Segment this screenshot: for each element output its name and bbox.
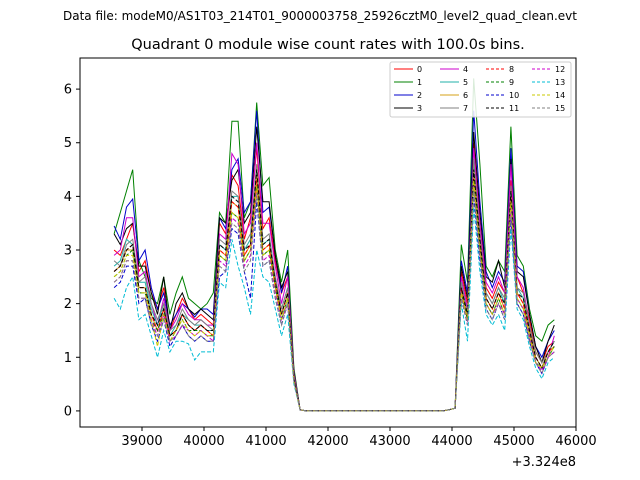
x-tick-label: 39000 [121, 434, 162, 449]
legend-label: 3 [417, 104, 422, 113]
legend-label: 2 [417, 91, 422, 100]
legend-label: 5 [463, 78, 468, 87]
legend-label: 0 [417, 65, 422, 74]
legend-label: 14 [555, 91, 565, 100]
x-axis: 39000 40000 41000 42000 43000 44000 45000 46000 [121, 427, 597, 449]
x-tick-label: 44000 [431, 434, 472, 449]
legend-label: 9 [509, 78, 514, 87]
x-tick-label: 46000 [555, 434, 596, 449]
y-axis: 0 1 2 3 4 5 6 [64, 83, 80, 419]
legend-box [389, 61, 572, 118]
legend-label: 12 [555, 65, 565, 74]
legend-label: 8 [509, 65, 514, 74]
x-tick-label: 42000 [307, 434, 348, 449]
y-tick-label: 5 [64, 136, 72, 151]
x-tick-label: 40000 [183, 434, 224, 449]
legend-label: 15 [555, 104, 565, 113]
legend-label: 6 [463, 91, 468, 100]
series-lines [113, 78, 555, 412]
y-tick-label: 4 [64, 190, 72, 205]
legend-label: 10 [509, 91, 519, 100]
x-tick-label: 45000 [493, 434, 534, 449]
legend-label: 4 [463, 65, 468, 74]
legend-label: 1 [417, 78, 422, 87]
x-tick-label: 41000 [245, 434, 286, 449]
series-line-12 [113, 185, 555, 412]
y-tick-label: 6 [64, 83, 72, 98]
legend-label: 11 [509, 104, 519, 113]
y-tick-label: 3 [64, 244, 72, 259]
legend-label: 7 [463, 104, 468, 113]
series-line-5 [113, 164, 555, 412]
x-tick-label: 43000 [369, 434, 410, 449]
series-line-6 [113, 169, 555, 412]
y-tick-label: 2 [64, 297, 72, 312]
y-tick-label: 1 [64, 351, 72, 366]
x-axis-offset-label: +3.324e8 [512, 455, 576, 470]
series-line-15 [113, 190, 555, 412]
series-line-8 [113, 174, 555, 412]
series-line-3 [113, 126, 555, 412]
y-tick-label: 0 [64, 404, 72, 419]
chart-title: Quadrant 0 module wise count rates with … [131, 37, 525, 53]
series-line-11 [113, 169, 555, 412]
series-line-7 [113, 158, 555, 412]
legend-label: 13 [555, 78, 565, 87]
chart-suptitle: Data file: modeM0/AS1T03_214T01_90000037… [63, 9, 577, 23]
series-line-9 [113, 180, 555, 412]
series-line-2 [113, 110, 555, 412]
series-line-14 [113, 180, 555, 412]
series-line-1 [113, 78, 555, 412]
